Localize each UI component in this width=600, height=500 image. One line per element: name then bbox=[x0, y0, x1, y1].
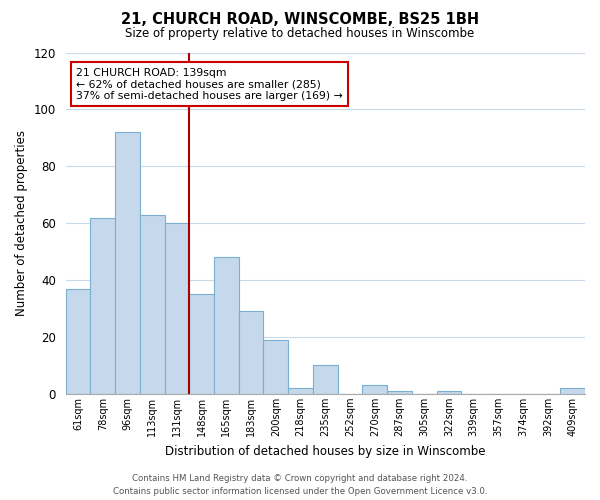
Bar bbox=[288, 388, 313, 394]
Text: Size of property relative to detached houses in Winscombe: Size of property relative to detached ho… bbox=[125, 28, 475, 40]
X-axis label: Distribution of detached houses by size in Winscombe: Distribution of detached houses by size … bbox=[165, 444, 485, 458]
Bar bbox=[387, 391, 412, 394]
Bar bbox=[313, 366, 338, 394]
Bar bbox=[239, 312, 263, 394]
Text: 21 CHURCH ROAD: 139sqm
← 62% of detached houses are smaller (285)
37% of semi-de: 21 CHURCH ROAD: 139sqm ← 62% of detached… bbox=[76, 68, 343, 101]
Bar bbox=[437, 391, 461, 394]
Bar bbox=[140, 214, 164, 394]
Bar bbox=[91, 218, 115, 394]
Bar bbox=[362, 386, 387, 394]
Bar bbox=[263, 340, 288, 394]
Text: 21, CHURCH ROAD, WINSCOMBE, BS25 1BH: 21, CHURCH ROAD, WINSCOMBE, BS25 1BH bbox=[121, 12, 479, 28]
Bar bbox=[560, 388, 585, 394]
Bar bbox=[115, 132, 140, 394]
Y-axis label: Number of detached properties: Number of detached properties bbox=[15, 130, 28, 316]
Bar bbox=[190, 294, 214, 394]
Bar bbox=[65, 288, 91, 394]
Bar bbox=[214, 258, 239, 394]
Text: Contains HM Land Registry data © Crown copyright and database right 2024.
Contai: Contains HM Land Registry data © Crown c… bbox=[113, 474, 487, 496]
Bar bbox=[164, 223, 190, 394]
